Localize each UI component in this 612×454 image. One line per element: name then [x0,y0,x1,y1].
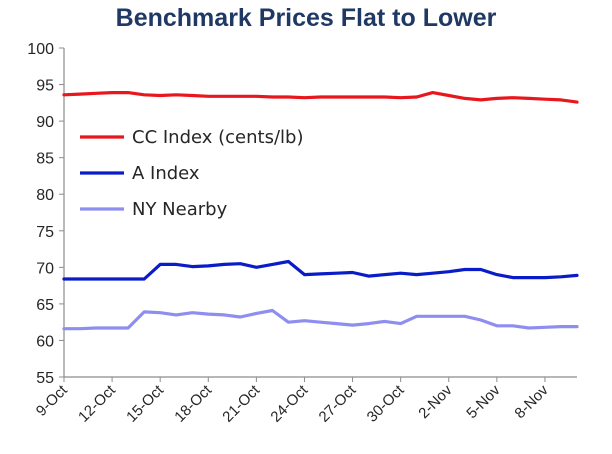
x-tick-label: 9-Oct [33,381,72,420]
series-line-2 [62,259,579,281]
y-tick-label: 100 [27,41,54,58]
legend-label: A Index [132,163,200,184]
x-tick-label: 21-Oct [219,381,263,425]
y-tick-label: 75 [36,224,54,241]
y-tick-label: 70 [36,260,54,277]
x-tick-label: 5-Nov [463,381,504,422]
x-tick-label: 8-Nov [511,381,552,422]
y-tick-label: 95 [36,78,54,95]
x-tick-label: 15-Oct [123,381,167,425]
x-tick-label: 18-Oct [171,381,215,425]
x-tick-label: 27-Oct [316,381,360,425]
y-tick-label: 60 [36,333,54,350]
x-tick-label: 2-Nov [415,381,456,422]
y-tick-label: 85 [36,151,54,168]
y-tick-label: 55 [36,370,54,387]
legend-label: NY Nearby [132,199,228,220]
x-tick-label: 12-Oct [75,381,119,425]
y-tick-label: 65 [36,297,54,314]
chart-title: Benchmark Prices Flat to Lower [115,4,497,32]
series-line-1 [62,90,579,104]
y-tick-label: 80 [36,187,54,204]
legend-label: CC Index (cents/lb) [132,127,303,148]
x-tick-label: 24-Oct [267,381,311,425]
y-tick-label: 90 [36,114,54,131]
series-line-3 [62,308,579,331]
x-tick-label: 30-Oct [364,381,408,425]
